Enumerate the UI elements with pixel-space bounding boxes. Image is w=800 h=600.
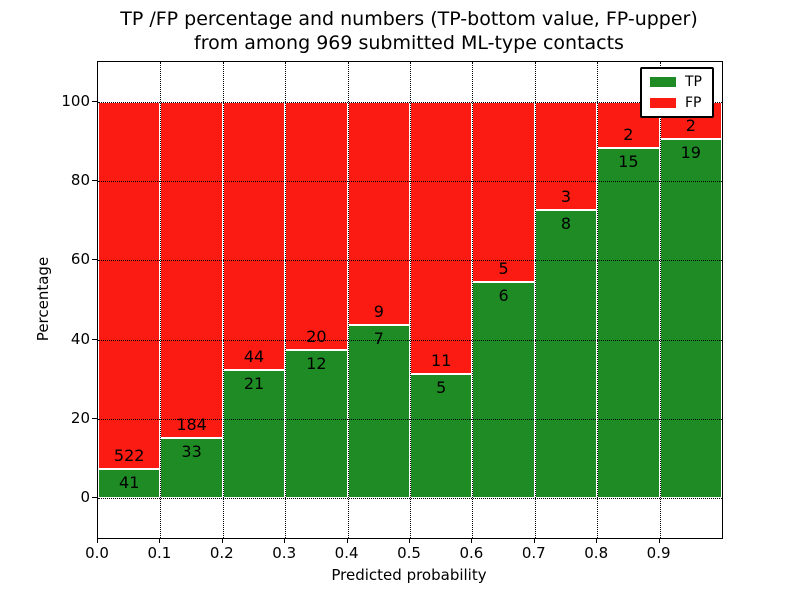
x-tick-label: 0.7 [521,544,546,562]
fp-bar-segment [160,101,223,438]
y-tick-label: 100 [61,91,90,110]
fp-bar-segment [410,101,473,375]
chart-title: TP /FP percentage and numbers (TP-bottom… [97,7,721,55]
tp-count-label: 41 [119,473,140,493]
tp-count-label: 12 [306,353,327,373]
gridline-vertical [534,62,536,538]
y-tick-mark [92,100,97,102]
x-tick-mark [471,538,473,543]
x-tick-label: 0.8 [584,544,609,562]
gridline-vertical [410,62,411,538]
fp-legend-label: FP [685,95,702,111]
fp-count-label: 184 [176,415,207,434]
fp-legend-swatch [650,98,676,108]
y-tick-mark [92,338,97,340]
x-tick-mark [533,538,535,543]
y-tick-mark [92,180,97,181]
x-axis-label: Predicted probability [331,566,487,584]
tp-legend-swatch [650,77,676,87]
gridline-vertical [659,62,661,538]
tp-bar-segment [98,469,161,499]
y-axis-label: Percentage [34,256,52,342]
tp-count-label: 15 [618,152,639,172]
grid-layer [98,62,722,538]
fp-count-label: 5 [498,258,509,278]
fp-bar-segment [347,101,410,325]
x-tick-label: 0.1 [147,544,172,562]
y-tick-mark [92,497,97,499]
x-tick-mark [596,538,598,543]
tp-bar-segment [597,148,660,499]
tp-count-label: 19 [680,143,701,163]
plot-area: 522 41 184 33 44 21 20 12 9 7 11 5 5 6 3 8 2 15 2 19 TP FP [97,61,723,539]
gridline-vertical [472,62,474,538]
x-tick-mark [159,538,161,543]
x-tick-label: 0.5 [397,544,421,562]
tp-bar-segment [659,139,722,499]
x-tick-label: 0.2 [209,544,234,562]
bar-count-labels-layer: 522 41 184 33 44 21 20 12 9 7 11 5 5 6 3 8 2 15 2 19 [98,62,722,538]
y-tick-mark [92,259,97,261]
gridline-vertical [222,62,224,538]
x-tick-mark [97,538,98,543]
y-tick-label: 0 [80,488,90,507]
tp-count-label: 5 [436,378,447,398]
fp-bar-segment [472,101,535,282]
legend-item-fp: FP [650,96,702,110]
fp-count-label: 9 [373,301,384,321]
fp-bar-segment [222,101,286,371]
fp-bar-segment [98,101,161,470]
y-tick-label: 80 [70,171,90,189]
fp-count-label: 2 [685,116,696,136]
chart-title-line1: TP /FP percentage and numbers (TP-bottom… [120,8,698,30]
x-tick-label: 0.3 [272,544,297,562]
x-tick-label: 0.9 [646,544,671,562]
fp-count-label: 11 [431,351,452,371]
x-tick-mark [658,538,660,543]
gridline-vertical [347,62,349,538]
fp-bar-segment [285,101,348,350]
tp-legend-label: TP [685,74,702,90]
fp-count-label: 44 [243,347,265,367]
x-tick-mark [284,538,286,543]
x-tick-mark [409,538,410,543]
fp-count-label: 2 [623,125,634,145]
y-tick-label: 60 [70,250,90,269]
fp-count-label: 522 [113,446,145,466]
x-tick-mark [221,538,223,543]
x-tick-mark [346,538,348,543]
tp-count-label: 7 [373,328,384,348]
y-tick-label: 40 [70,329,90,348]
legend-item-tp: TP [650,75,702,89]
tp-count-label: 6 [498,285,509,305]
y-tick-mark [92,418,97,419]
bars-layer [98,62,722,538]
x-tick-label: 0.6 [459,544,484,562]
x-tick-label: 0.0 [85,544,109,562]
x-tick-label: 0.4 [334,544,359,562]
legend: TP FP [640,67,714,118]
tp-bar-segment [410,374,473,499]
chart-title-line2: from among 969 submitted ML-type contact… [194,32,624,54]
tp-count-label: 33 [181,442,202,461]
gridline-vertical [285,62,287,538]
gridline-vertical [597,62,599,538]
fp-count-label: 20 [306,326,327,346]
y-tick-label: 20 [70,409,90,427]
tp-count-label: 8 [560,213,572,233]
fp-count-label: 3 [560,186,572,206]
gridline-vertical [160,62,162,538]
tp-count-label: 21 [243,374,265,394]
